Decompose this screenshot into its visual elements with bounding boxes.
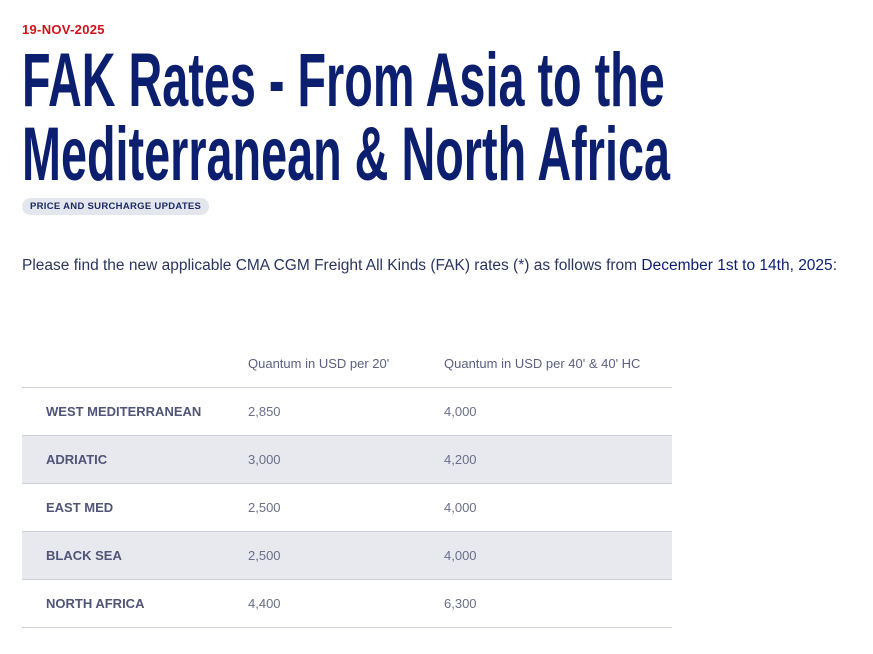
header-20ft: Quantum in USD per 20' (248, 340, 444, 388)
page-title: FAK Rates - From Asia to the Mediterrane… (22, 38, 873, 197)
header-40ft: Quantum in USD per 40' & 40' HC (444, 340, 672, 388)
rate-20ft: 4,400 (248, 579, 444, 628)
zone-name: WEST MEDITERRANEAN (22, 387, 248, 436)
table-row: BLACK SEA 2,500 4,000 (22, 531, 672, 580)
intro-text: Please find the new applicable CMA CGM F… (22, 257, 837, 275)
publish-date: 19-NOV-2025 (22, 22, 105, 37)
rate-40ft: 4,000 (444, 387, 672, 436)
zone-name: ADRIATIC (22, 435, 248, 484)
intro-date-range: December 1st to 14th, 2025 (641, 257, 833, 274)
title-line-2: Mediterranean & North Africa (22, 112, 670, 197)
category-tag[interactable]: PRICE AND SURCHARGE UPDATES (22, 198, 210, 215)
rate-20ft: 3,000 (248, 435, 444, 484)
zone-name: BLACK SEA (22, 531, 248, 580)
rate-40ft: 4,200 (444, 435, 672, 484)
title-line-1: FAK Rates - From Asia to the (22, 38, 665, 123)
rates-table: Quantum in USD per 20' Quantum in USD pe… (22, 340, 672, 628)
table-row: WEST MEDITERRANEAN 2,850 4,000 (22, 387, 672, 436)
intro-body: Please find the new applicable CMA CGM F… (22, 257, 642, 274)
rate-40ft: 4,000 (444, 483, 672, 532)
intro-end: : (832, 257, 837, 274)
rate-40ft: 6,300 (444, 579, 672, 628)
table-row: EAST MED 2,500 4,000 (22, 483, 672, 532)
rate-20ft: 2,500 (248, 483, 444, 532)
table-row: ADRIATIC 3,000 4,200 (22, 435, 672, 484)
table-header-row: Quantum in USD per 20' Quantum in USD pe… (22, 340, 672, 388)
zone-name: NORTH AFRICA (22, 579, 248, 628)
header-zone (22, 340, 248, 388)
zone-name: EAST MED (22, 483, 248, 532)
table-row: NORTH AFRICA 4,400 6,300 (22, 579, 672, 628)
rate-20ft: 2,850 (248, 387, 444, 436)
rate-20ft: 2,500 (248, 531, 444, 580)
rate-40ft: 4,000 (444, 531, 672, 580)
